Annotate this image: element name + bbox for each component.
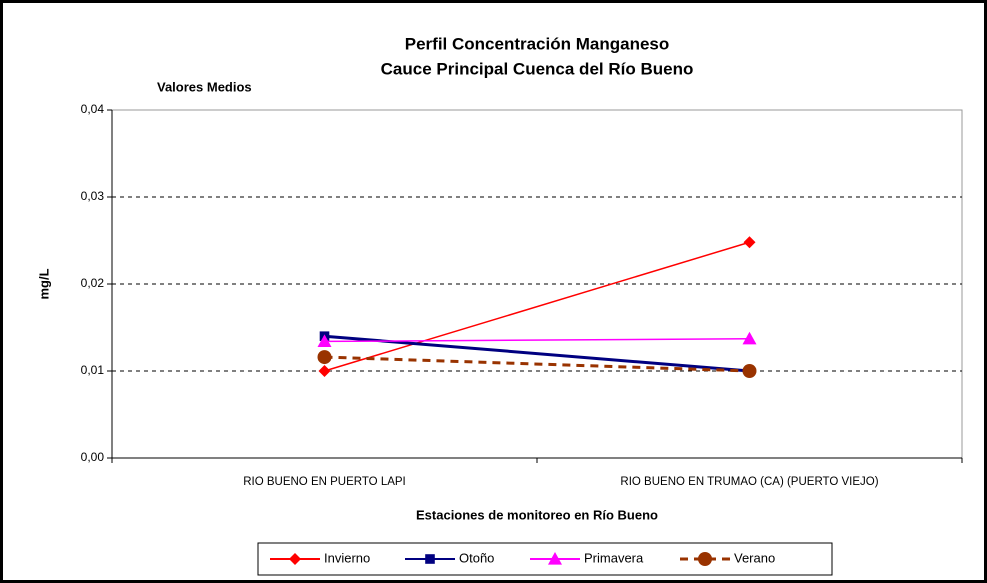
y-tick-label: 0,04	[81, 102, 105, 116]
data-point	[742, 364, 757, 378]
legend-marker	[425, 554, 435, 564]
x-tick-label: RIO BUENO EN TRUMAO (CA) (PUERTO VIEJO)	[620, 476, 878, 488]
y-tick-label: 0,00	[81, 450, 105, 464]
series-line	[324, 241, 750, 372]
legend-label: Otoño	[459, 550, 494, 565]
legend-label: Primavera	[584, 550, 644, 565]
x-tick-label: RIO BUENO EN PUERTO LAPI	[243, 476, 406, 488]
chart-title: Perfil Concentración Manganeso	[405, 34, 670, 53]
data-point	[742, 331, 757, 345]
y-axis-label: mg/L	[36, 268, 51, 299]
legend-label: Verano	[734, 550, 775, 565]
data-point	[317, 350, 332, 365]
legend-marker	[548, 552, 562, 565]
chart-subtitle: Cauce Principal Cuenca del Río Bueno	[381, 59, 694, 78]
legend-marker	[698, 552, 712, 566]
x-axis-label: Estaciones de monitoreo en Río Bueno	[416, 507, 658, 522]
legend-marker	[289, 553, 301, 565]
series-line	[324, 355, 750, 373]
y-tick-label: 0,03	[81, 189, 105, 203]
data-point	[318, 365, 331, 377]
data-point	[317, 334, 332, 348]
legend-label: Invierno	[324, 550, 370, 565]
series-line	[324, 334, 750, 373]
y-tick-label: 0,01	[81, 363, 105, 377]
series-line	[324, 338, 750, 343]
data-point	[743, 236, 756, 249]
annotation: Valores Medios	[157, 79, 252, 94]
y-tick-label: 0,02	[81, 276, 105, 290]
